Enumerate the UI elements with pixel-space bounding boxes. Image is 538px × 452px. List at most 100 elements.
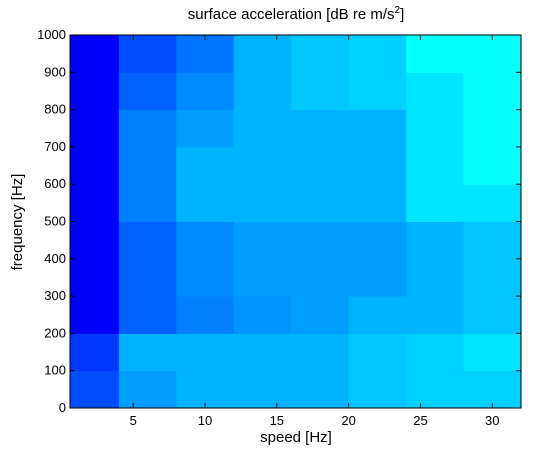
heat-cell (118, 146, 177, 185)
heat-cell (348, 258, 407, 297)
heat-cell (233, 221, 292, 260)
y-tick-label: 100 (44, 363, 66, 378)
heat-cell (118, 221, 177, 260)
heat-cell (233, 370, 292, 409)
y-tick-label: 0 (59, 400, 66, 415)
heat-cell (176, 35, 235, 73)
heat-cell (291, 184, 350, 222)
heat-cell (70, 258, 120, 297)
y-tick-label: 300 (44, 288, 66, 303)
heat-cell (291, 35, 350, 73)
heat-cell (118, 184, 177, 222)
heat-cell (70, 370, 120, 409)
x-tick-label: 25 (413, 413, 427, 428)
heat-cell (406, 258, 465, 297)
heat-cell (118, 109, 177, 148)
heat-cell (406, 333, 465, 372)
heat-cell (233, 35, 292, 73)
heat-cell (233, 296, 292, 334)
heat-cell (118, 258, 177, 297)
heat-cell (406, 221, 465, 260)
y-tick-label: 600 (44, 176, 66, 191)
heat-cell (348, 146, 407, 185)
heat-cell (118, 333, 177, 372)
heat-cell (348, 72, 407, 111)
heat-cell (233, 184, 292, 222)
heat-cell (348, 109, 407, 148)
heat-cell (463, 296, 522, 334)
heat-cell (291, 146, 350, 185)
heat-cell (70, 333, 120, 372)
x-tick-label: 30 (485, 413, 499, 428)
heat-cell (463, 258, 522, 297)
y-tick-label: 800 (44, 102, 66, 117)
heat-cell (291, 221, 350, 260)
heat-cell (70, 35, 120, 73)
heat-cell (348, 370, 407, 409)
heat-cell (406, 146, 465, 185)
heat-cell (70, 296, 120, 334)
heat-cell (233, 146, 292, 185)
heat-cell (176, 72, 235, 111)
y-tick-label: 500 (44, 214, 66, 229)
heat-cell (70, 184, 120, 222)
x-tick-label: 5 (130, 413, 137, 428)
heat-cell (348, 221, 407, 260)
heat-cell (348, 296, 407, 334)
heat-cell (176, 296, 235, 334)
y-axis-label: frequency [Hz] (9, 174, 26, 271)
heat-cell (233, 258, 292, 297)
heat-cell (406, 35, 465, 73)
heat-cell (406, 370, 465, 409)
x-tick-label: 10 (198, 413, 212, 428)
heat-cell (291, 370, 350, 409)
heat-cell (176, 333, 235, 372)
x-axis-label: speed [Hz] (260, 429, 332, 446)
heat-cell (118, 72, 177, 111)
heat-cell (118, 370, 177, 409)
heat-cell (70, 146, 120, 185)
heat-cell (463, 146, 522, 185)
heat-cell (406, 184, 465, 222)
heat-cell (291, 258, 350, 297)
heat-cell (463, 35, 522, 73)
x-tick-label: 15 (270, 413, 284, 428)
heat-cell (176, 184, 235, 222)
y-tick-label: 1000 (37, 27, 66, 42)
heat-cell (291, 109, 350, 148)
heat-cell (463, 72, 522, 111)
heat-cell (463, 109, 522, 148)
heat-cell (176, 109, 235, 148)
x-tick-label: 20 (341, 413, 355, 428)
heat-cell (291, 72, 350, 111)
heat-cell (463, 221, 522, 260)
heat-cell (406, 72, 465, 111)
heat-cell (70, 109, 120, 148)
heat-cell (70, 72, 120, 111)
heat-cell (233, 72, 292, 111)
heat-cell (291, 296, 350, 334)
heat-cell (176, 258, 235, 297)
heat-cell (118, 296, 177, 334)
title-sup: 2 (395, 5, 401, 16)
heat-cell (348, 333, 407, 372)
y-tick-label: 200 (44, 325, 66, 340)
heat-cell (233, 333, 292, 372)
y-tick-label: 900 (44, 64, 66, 79)
heat-cell (118, 35, 177, 73)
heat-cell (463, 370, 522, 409)
heat-cell (176, 146, 235, 185)
heat-cell (176, 221, 235, 260)
heat-cell (233, 109, 292, 148)
heat-cell (406, 296, 465, 334)
heat-cell (463, 184, 522, 222)
heat-cell (291, 333, 350, 372)
title-end: ] (400, 6, 404, 23)
title-main: surface acceleration [dB re m/s (188, 6, 395, 23)
heat-cell (176, 370, 235, 409)
y-tick-label: 700 (44, 139, 66, 154)
y-tick-label: 400 (44, 251, 66, 266)
heat-cell (70, 221, 120, 260)
heat-cell (348, 184, 407, 222)
